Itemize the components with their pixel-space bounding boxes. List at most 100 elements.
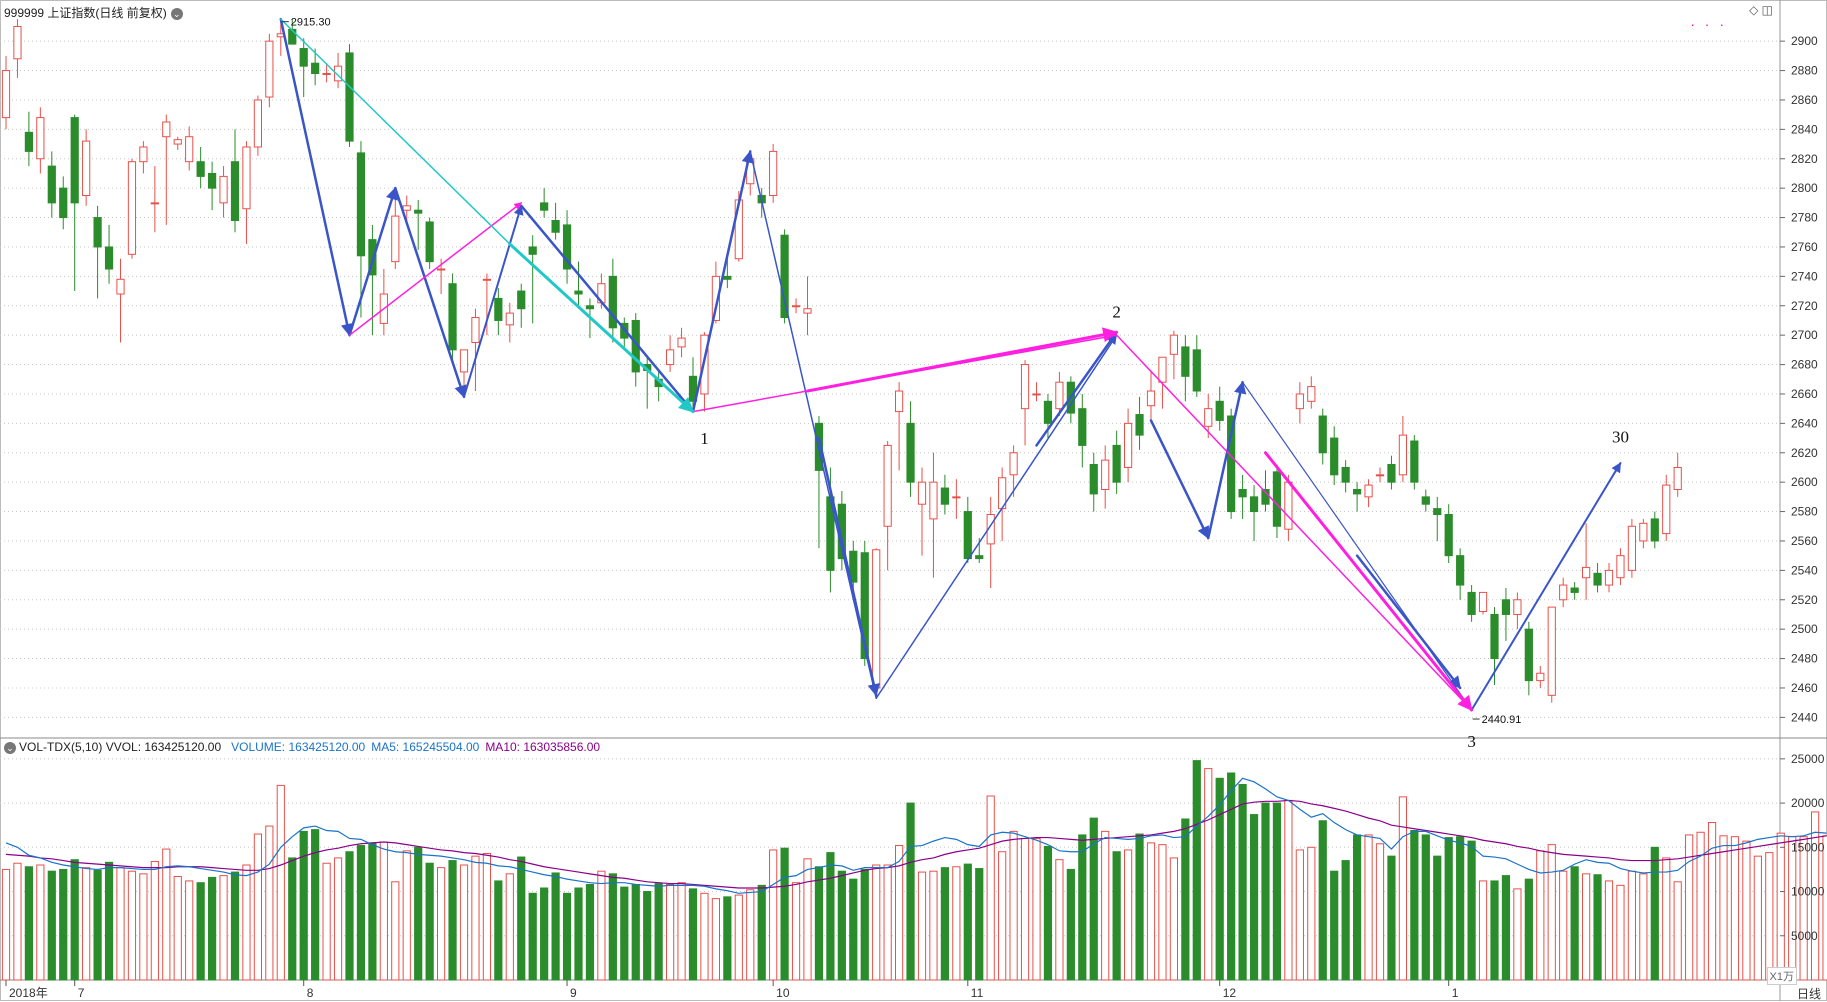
volume-bar	[1066, 868, 1075, 981]
candle-body	[1009, 452, 1018, 476]
volume-bar	[1227, 772, 1236, 981]
candle-body	[952, 496, 961, 499]
volume-bar	[1, 868, 11, 981]
volume-bar	[1811, 811, 1820, 981]
candle-body	[482, 278, 491, 281]
volume-bar	[1501, 875, 1511, 981]
toolbar-icons[interactable]: ◇ ◫	[1749, 3, 1773, 17]
candle	[1272, 464, 1282, 539]
volume-bar	[1410, 830, 1419, 981]
x-tick-label: 2018年	[9, 986, 48, 1000]
candle-body	[345, 52, 354, 142]
volume-bar	[47, 870, 56, 981]
chevron-down-icon[interactable]: ⌄	[4, 741, 16, 754]
volume-tick-label: 20000	[1791, 796, 1825, 810]
wave-segment-blue	[1035, 330, 1118, 447]
candle-body	[1249, 496, 1259, 513]
volume-bar	[356, 845, 366, 981]
candle-body	[1513, 599, 1522, 615]
candle	[1662, 474, 1671, 541]
candle	[139, 141, 148, 174]
volume-bar	[562, 892, 572, 981]
candle-body	[1, 70, 11, 119]
candle	[253, 95, 263, 156]
volume-bar	[1078, 834, 1087, 981]
candle-body	[173, 139, 182, 145]
ma5-line	[5, 777, 1827, 894]
y-tick-label: 2640	[1791, 416, 1818, 430]
volume-bar	[1215, 777, 1224, 981]
volume-bar	[448, 860, 457, 981]
wave-segment-cyan	[508, 242, 695, 414]
candle	[402, 195, 411, 224]
x-tick-label: 12	[1223, 986, 1237, 1000]
wave-segment-blue	[463, 204, 524, 398]
volume-bar	[769, 849, 778, 981]
candle-body	[849, 550, 858, 583]
volume-bar	[288, 857, 297, 981]
candle-body	[471, 317, 480, 344]
candle	[1181, 335, 1190, 402]
candle-body	[1330, 437, 1339, 476]
candle-body	[895, 390, 904, 413]
candle	[356, 141, 366, 318]
candle	[219, 166, 228, 218]
volume-bar	[1696, 831, 1705, 981]
candle-body	[1135, 414, 1144, 436]
volume-tick-label: 5000	[1791, 929, 1818, 943]
candle	[391, 192, 400, 270]
candle	[299, 38, 308, 98]
volume-bar	[230, 871, 240, 981]
volume-bar	[803, 858, 812, 981]
chevron-down-icon[interactable]: ⌄	[170, 7, 183, 20]
candle-body	[1627, 525, 1637, 571]
candle	[1570, 582, 1579, 600]
candle-body	[265, 40, 274, 98]
candle-body	[356, 152, 366, 257]
y-tick-label: 2580	[1791, 505, 1818, 519]
candle-body	[116, 278, 125, 295]
candle	[803, 276, 812, 336]
volume-bar	[826, 852, 835, 981]
candle-body	[1616, 555, 1625, 579]
volume-bar	[872, 864, 881, 981]
volume-bar	[780, 847, 789, 981]
y-tick-label: 2780	[1791, 211, 1818, 225]
wave-segment-blue	[691, 150, 754, 413]
candle	[1375, 467, 1385, 483]
candle-body	[1192, 349, 1201, 392]
candle	[505, 302, 514, 343]
candle-body	[1112, 444, 1121, 483]
price-grid	[0, 40, 1780, 718]
wave-segment-cyan	[280, 18, 511, 245]
volume-bar	[253, 833, 263, 981]
candle-body	[723, 275, 732, 280]
candle-body	[1318, 415, 1327, 454]
candle	[162, 114, 171, 225]
wave-segment-blue	[817, 436, 880, 697]
candle-body	[1536, 672, 1545, 682]
y-tick-label: 2720	[1791, 299, 1818, 313]
volume-bar	[757, 884, 766, 981]
volume-bar	[1158, 844, 1167, 981]
more-dots-icon[interactable]: · · ·	[1690, 16, 1727, 32]
period-label[interactable]: 日线	[1796, 987, 1821, 1001]
candle	[1089, 452, 1098, 512]
volume-value: VOLUME: 163425120.00	[231, 740, 366, 754]
candle	[1547, 606, 1556, 703]
candle-body	[1238, 489, 1247, 498]
candle-body	[1662, 484, 1671, 535]
candle	[1353, 482, 1362, 512]
candle	[872, 548, 881, 699]
candle-body	[677, 337, 686, 348]
volume-bar	[1284, 799, 1293, 981]
volume-bar	[1146, 842, 1156, 981]
candlestick-series	[1, 19, 1682, 703]
volume-bar	[1204, 768, 1213, 981]
y-tick-label: 2600	[1791, 475, 1818, 489]
candle	[986, 496, 995, 588]
candle-body	[459, 349, 469, 373]
volume-bar	[631, 883, 640, 981]
volume-bar	[459, 864, 469, 981]
